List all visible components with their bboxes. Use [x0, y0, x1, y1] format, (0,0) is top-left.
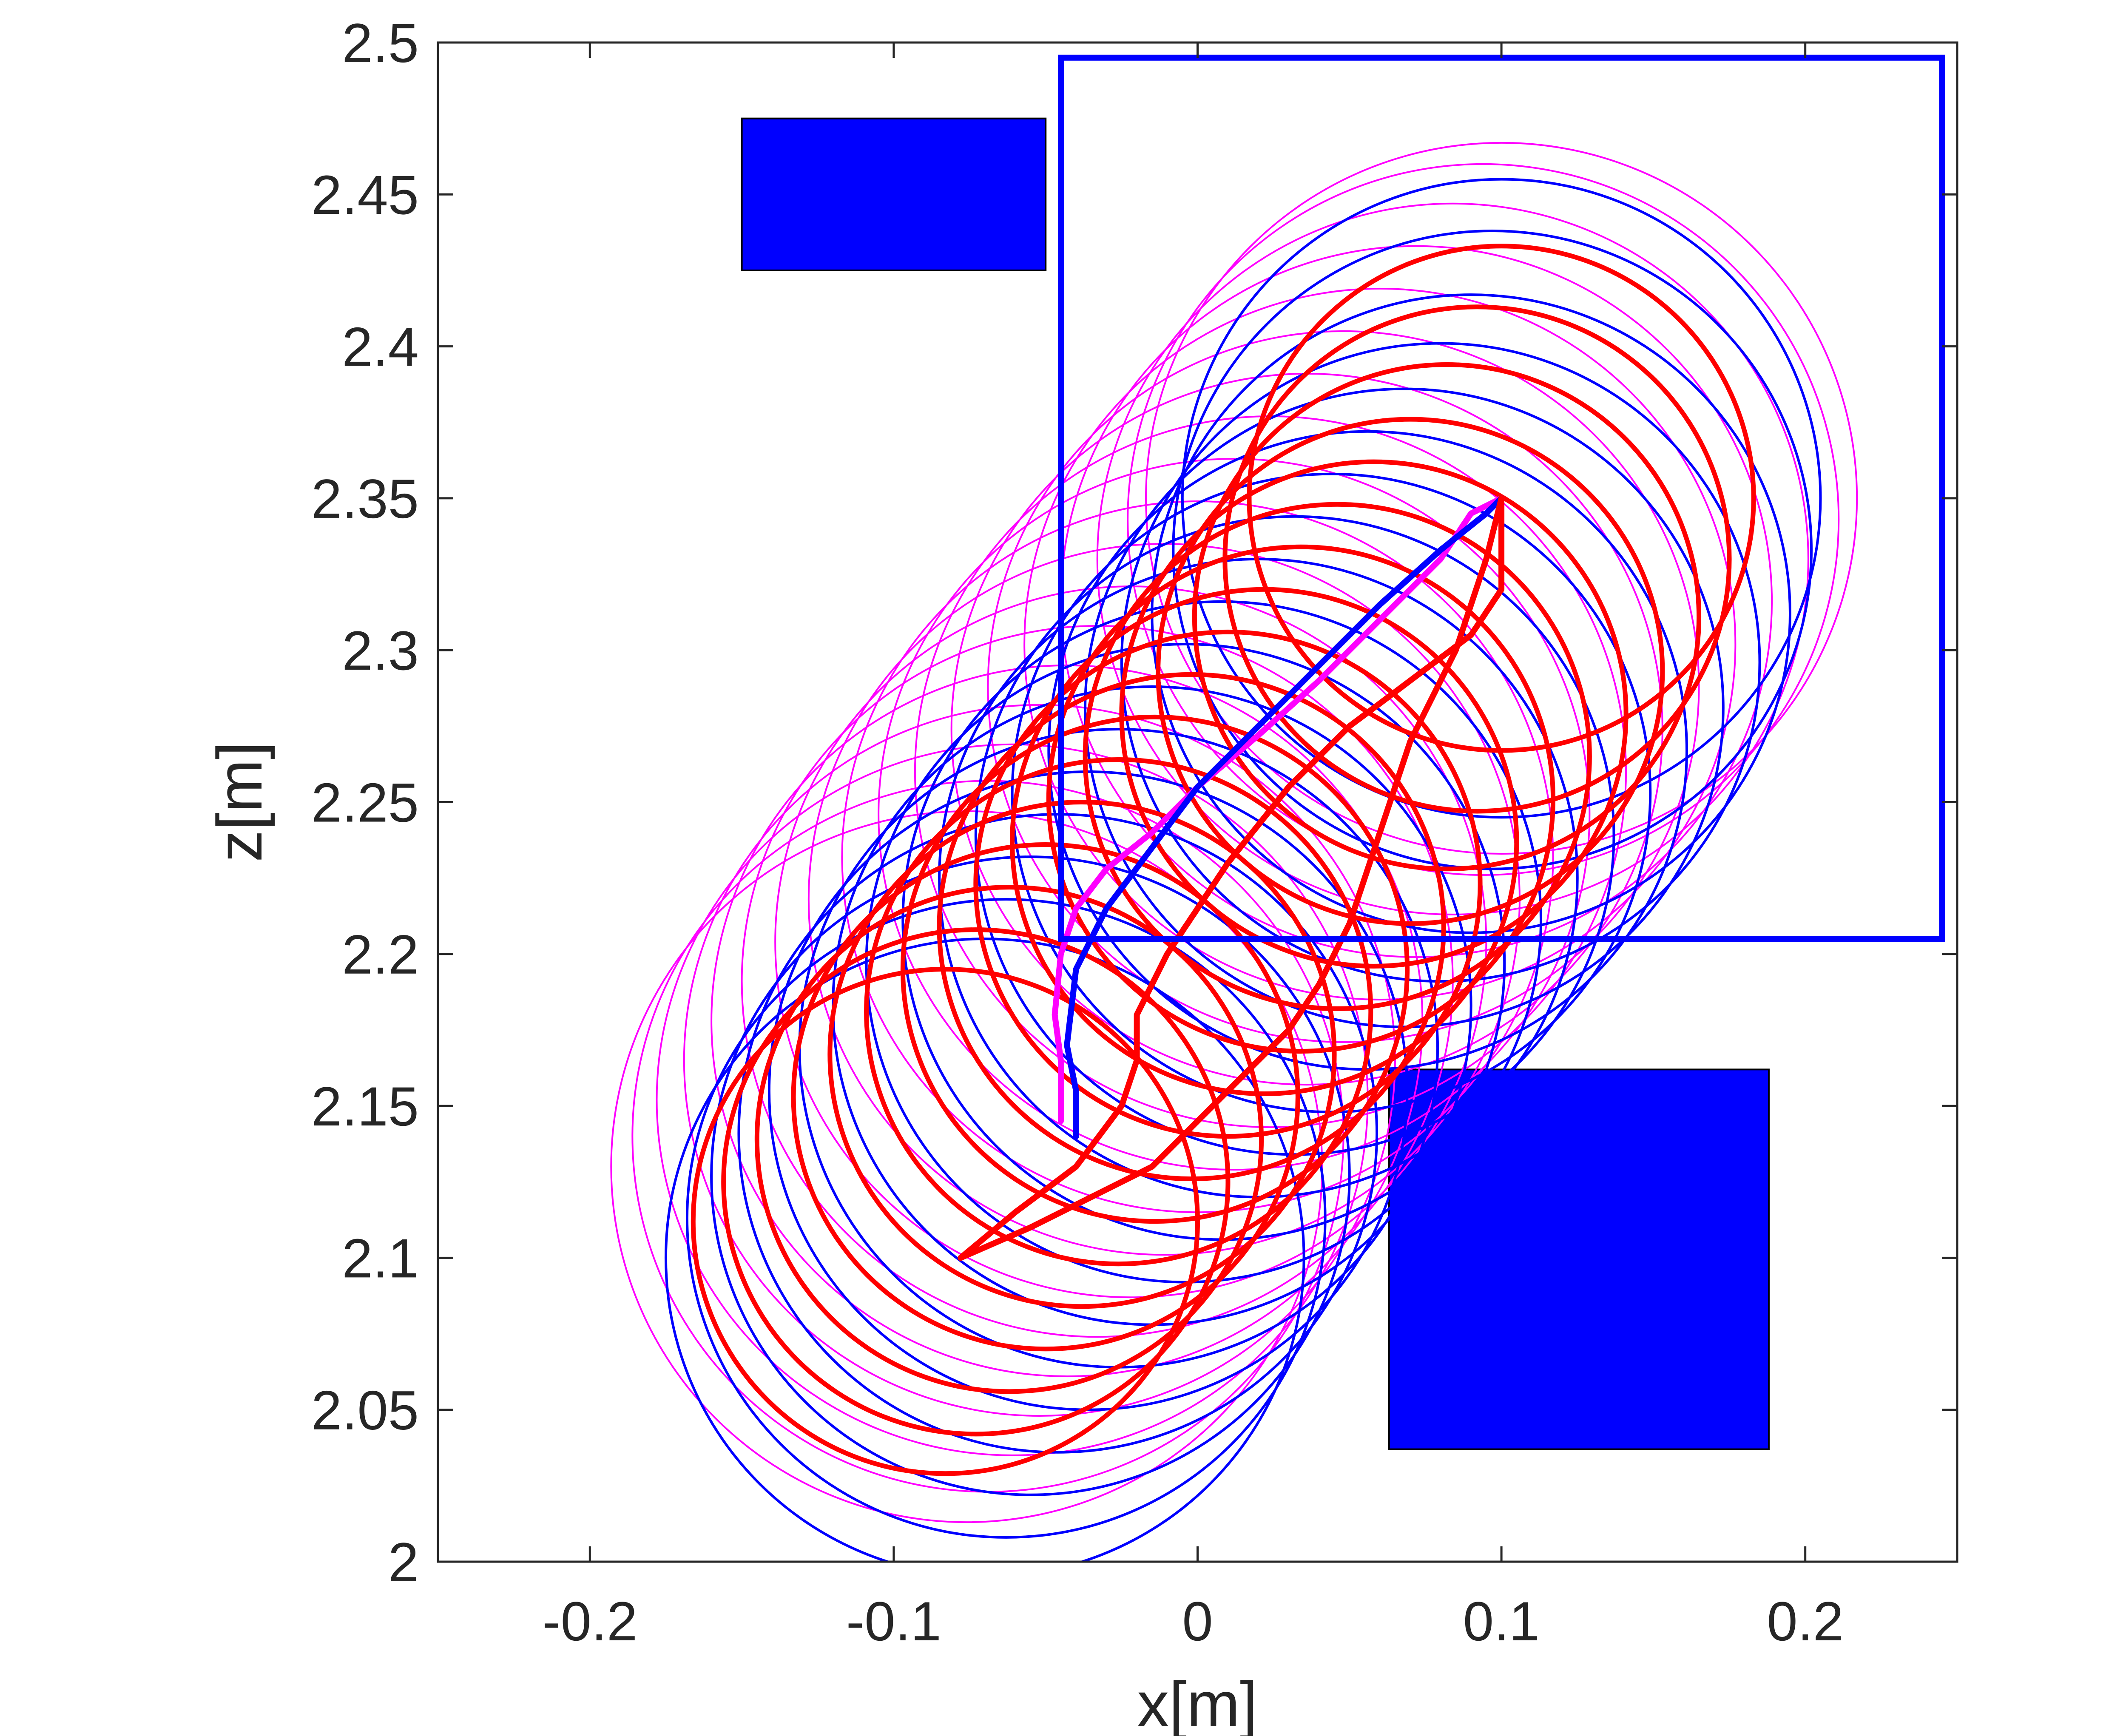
x-tick-label: 0.2 [1767, 1590, 1844, 1652]
series-1-circle-16 [1096, 202, 1809, 915]
series-2-path [1064, 495, 1505, 1139]
series-1-path [1052, 495, 1505, 1124]
obstacle-block-1 [741, 117, 1047, 271]
series-3-circle-13 [1119, 459, 1629, 969]
series-3-circle-5 [827, 800, 1337, 1309]
x-tick-label: -0.1 [846, 1590, 941, 1652]
series-2-circle-17 [1172, 230, 1813, 870]
series-3-circle-15 [1192, 362, 1702, 872]
y-tick-label: 2 [388, 1531, 419, 1593]
series-2-circle-1 [665, 938, 1305, 1562]
x-tick-label: 0 [1182, 1590, 1213, 1652]
series-3-circle-8 [937, 672, 1446, 1182]
series-2-circle-18 [1181, 178, 1822, 819]
series-1-circle-4 [683, 704, 1396, 1417]
series-3-circle-12 [1083, 502, 1592, 1011]
series-2-circle-4 [737, 813, 1378, 1454]
x-tick-label: -0.2 [542, 1590, 637, 1652]
y-tick-label: 2.15 [311, 1075, 419, 1137]
y-tick-label: 2.45 [311, 164, 419, 226]
series-3-circle-1 [691, 967, 1200, 1476]
series-3-circle-2 [721, 927, 1231, 1437]
ticks-layer: -0.2 -0.1 0 0.1 0.2 2 2.05 2.1 2.15 2.2 2.25 2.3 2.3… [311, 12, 1957, 1652]
series-1-circle-17 [1127, 163, 1840, 876]
obstacle-block-2 [1388, 1068, 1770, 1450]
series-3-circle-3 [754, 885, 1264, 1394]
series-3-circle-7 [900, 714, 1410, 1224]
series-3-path [958, 495, 1505, 1261]
series-1-circle-13 [987, 330, 1700, 1043]
series-3-circle-6 [864, 757, 1373, 1267]
series-2-circle-2 [685, 898, 1327, 1539]
series-1-circle-3 [656, 743, 1369, 1456]
series-2-circle-15 [1120, 342, 1761, 983]
y-tick-label: 2.05 [311, 1379, 419, 1441]
circles-layer [610, 142, 1858, 1562]
obstacles-layer [741, 117, 1770, 1450]
x-axis-label: x[m] [1137, 1668, 1257, 1736]
y-tick-label: 2.2 [342, 923, 419, 986]
y-tick-label: 2.1 [342, 1227, 419, 1289]
y-tick-label: 2.3 [342, 619, 419, 682]
series-3-circle-17 [1247, 244, 1756, 753]
series-3-circle-16 [1222, 304, 1732, 814]
series-1-circle-18 [1145, 142, 1858, 855]
series-3-circle-14 [1156, 417, 1665, 926]
y-tick-label: 2.35 [311, 468, 419, 530]
series-3-circle-4 [791, 842, 1300, 1352]
paths-layer [958, 495, 1505, 1261]
y-tick-label: 2.25 [311, 772, 419, 834]
series-2-circle-3 [710, 855, 1351, 1496]
series-1-circle-10 [878, 458, 1591, 1171]
series-1-circle-14 [1023, 287, 1737, 1000]
series-3-circle-9 [973, 629, 1483, 1139]
y-tick-label: 2.4 [342, 316, 419, 378]
x-tick-label: 0.1 [1463, 1590, 1540, 1652]
y-tick-label: 2.5 [342, 12, 419, 74]
y-axis-label: z[m] [204, 742, 275, 862]
